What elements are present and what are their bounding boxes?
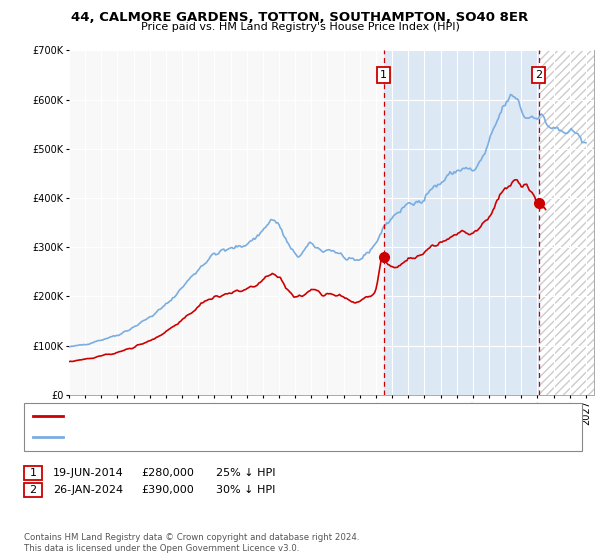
Text: 2: 2 [535,70,542,80]
Text: 19-JUN-2014: 19-JUN-2014 [53,468,124,478]
Text: 30% ↓ HPI: 30% ↓ HPI [216,485,275,495]
Bar [539,50,594,395]
Bar [69,50,383,395]
Text: Contains HM Land Registry data © Crown copyright and database right 2024.
This d: Contains HM Land Registry data © Crown c… [24,533,359,553]
Text: 2: 2 [29,485,37,495]
Text: 1: 1 [380,70,387,80]
Text: 44, CALMORE GARDENS, TOTTON, SOUTHAMPTON, SO40 8ER: 44, CALMORE GARDENS, TOTTON, SOUTHAMPTON… [71,11,529,24]
Text: HPI: Average price, detached house, New Forest: HPI: Average price, detached house, New … [69,432,309,442]
Bar [383,50,539,395]
Text: £390,000: £390,000 [141,485,194,495]
Text: 1: 1 [29,468,37,478]
Text: 44, CALMORE GARDENS, TOTTON, SOUTHAMPTON, SO40 8ER (detached house): 44, CALMORE GARDENS, TOTTON, SOUTHAMPTON… [69,411,466,421]
Bar [539,50,594,395]
Text: 25% ↓ HPI: 25% ↓ HPI [216,468,275,478]
Text: Price paid vs. HM Land Registry's House Price Index (HPI): Price paid vs. HM Land Registry's House … [140,22,460,32]
Text: 26-JAN-2024: 26-JAN-2024 [53,485,123,495]
Text: £280,000: £280,000 [141,468,194,478]
